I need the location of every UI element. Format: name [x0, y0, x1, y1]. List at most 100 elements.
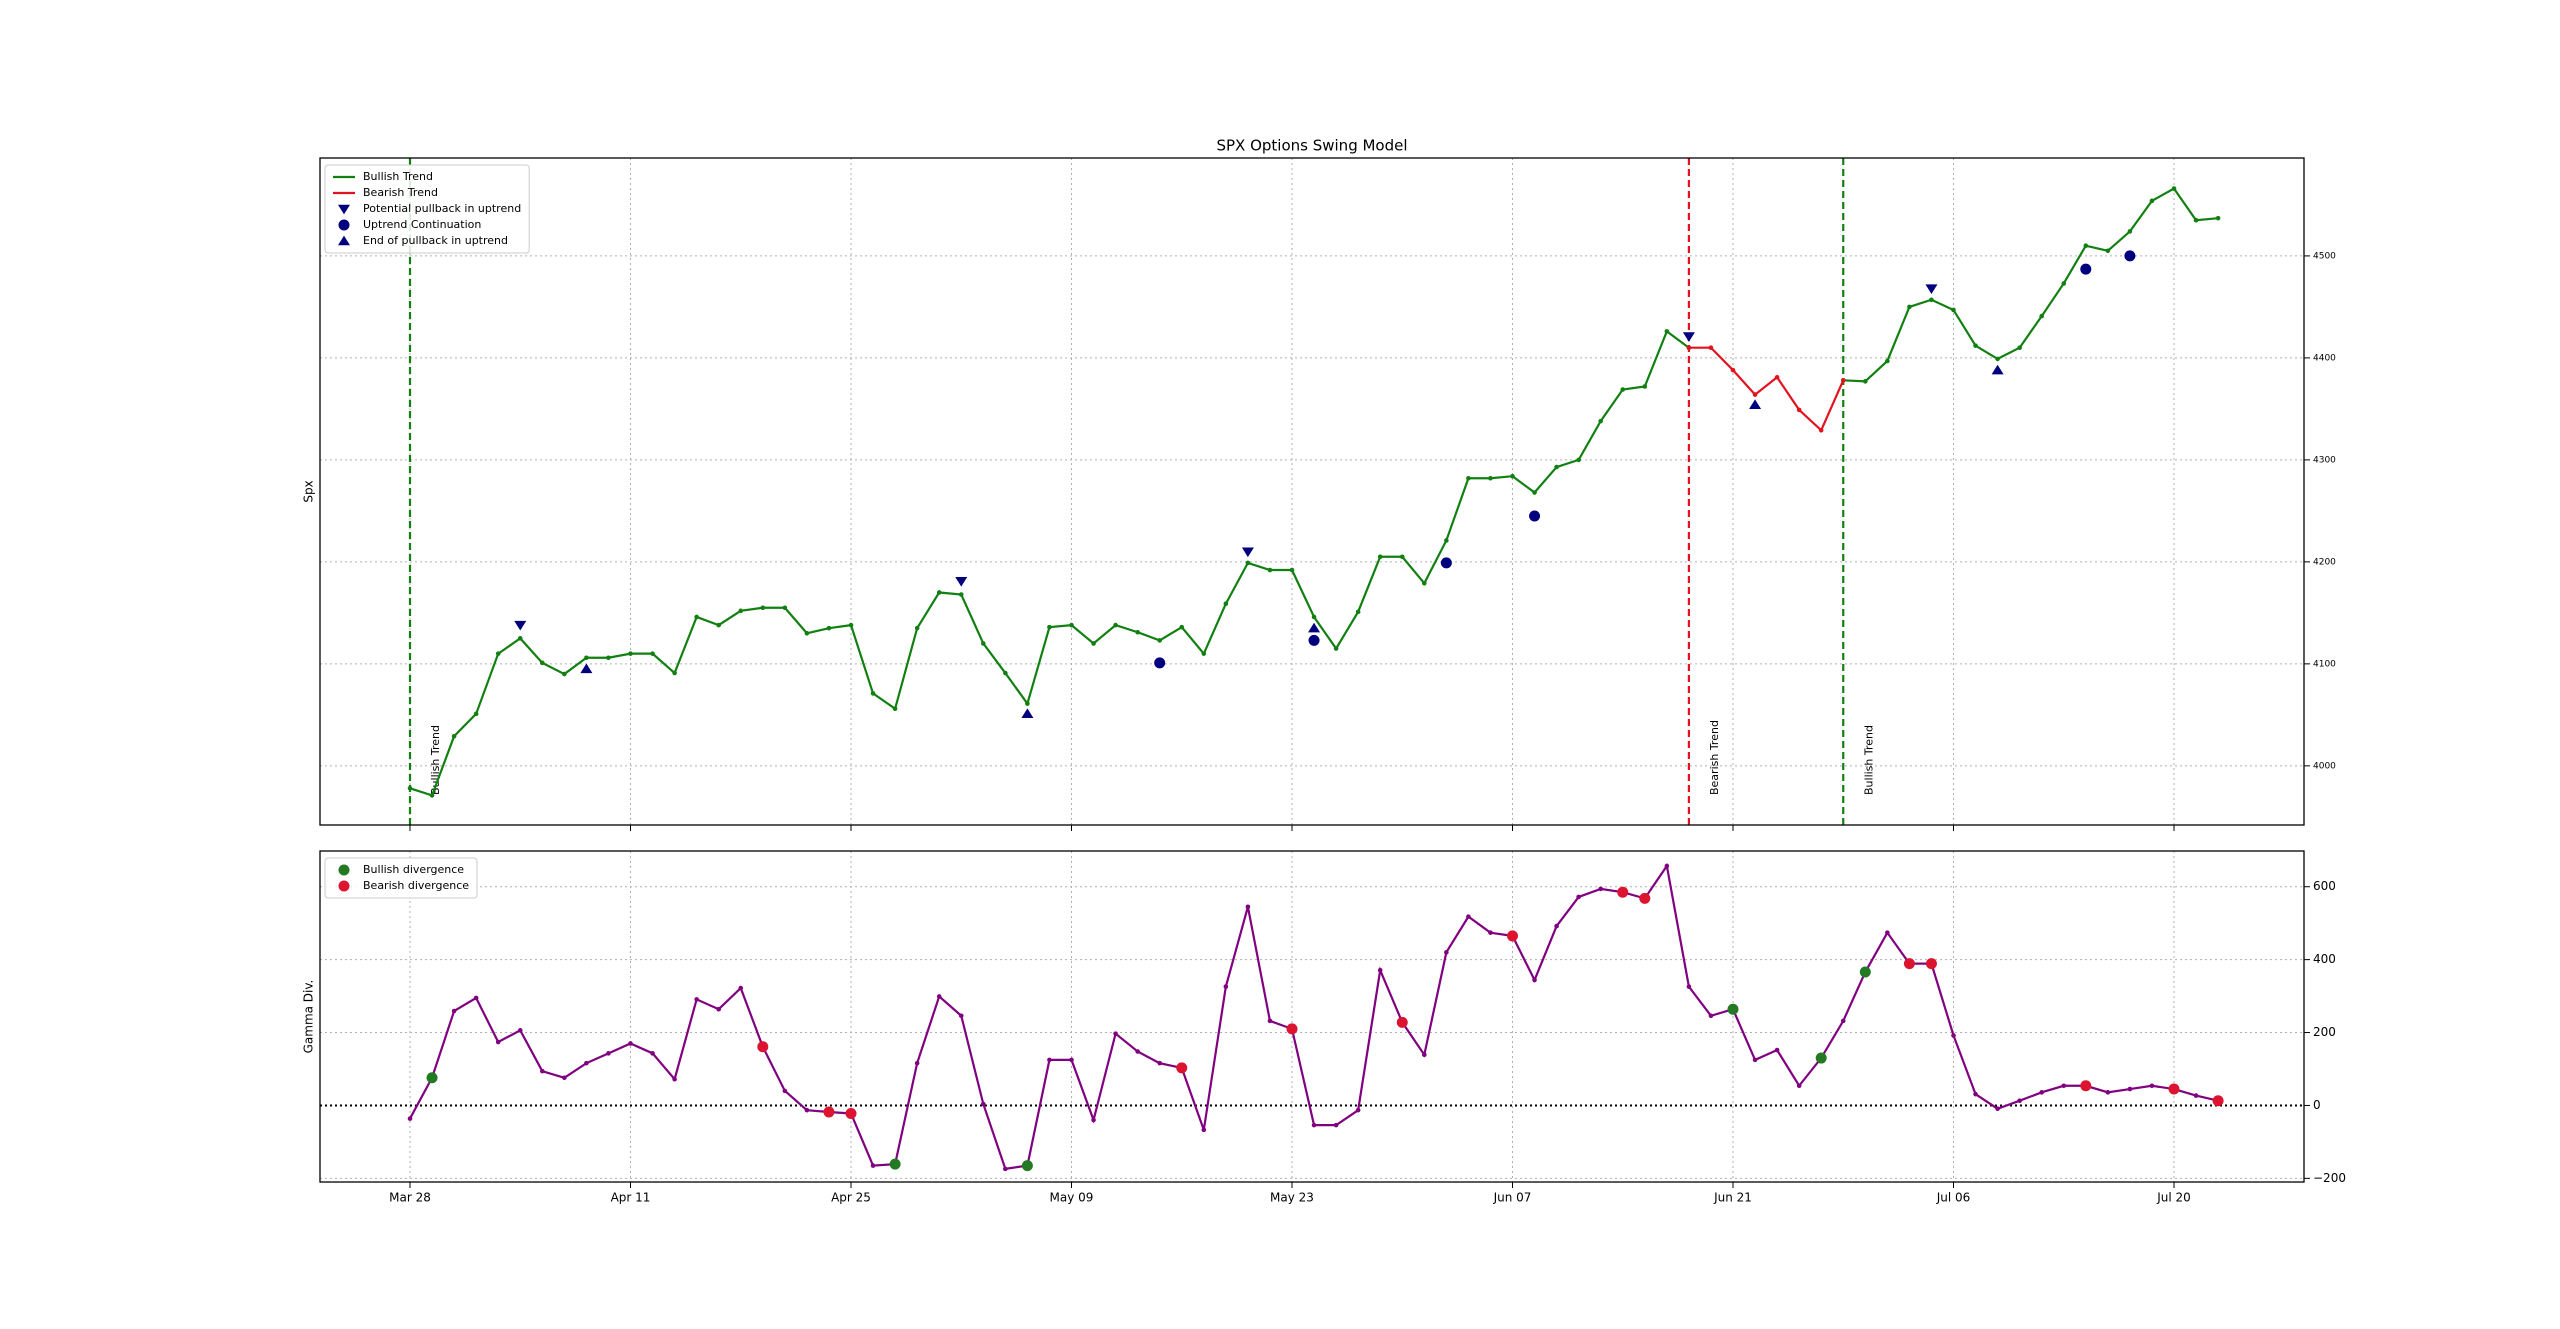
line-point [1664, 863, 1670, 869]
line-point [892, 706, 898, 712]
line-point [782, 1088, 788, 1094]
signal-marker [845, 1107, 857, 1119]
line-point [716, 622, 721, 628]
line-point [584, 655, 589, 661]
line-point [628, 1041, 633, 1046]
signal-marker [757, 1041, 769, 1053]
line-point [1686, 345, 1692, 350]
legend-label: Bearish divergence [363, 879, 469, 892]
line-point [694, 614, 699, 620]
signal-marker [1154, 657, 1166, 669]
line-point [473, 995, 479, 1001]
line-point [1135, 1049, 1140, 1054]
line-point [1069, 622, 1074, 628]
line-point [2083, 243, 2089, 249]
line-point [1973, 1091, 1978, 1097]
line-point [870, 1163, 876, 1168]
line-point [1289, 567, 1295, 573]
y-tick-label: 4200 [2313, 557, 2336, 567]
line-point [1818, 428, 1824, 433]
line-point [936, 994, 942, 999]
line-point [1311, 614, 1317, 620]
legend-label: Bullish divergence [363, 863, 464, 876]
line-point [1113, 622, 1118, 628]
line-point [2061, 281, 2067, 286]
line-point [738, 608, 744, 614]
signal-marker [1440, 557, 1452, 569]
y-tick-label: 4300 [2313, 455, 2336, 465]
line-point [1576, 457, 1581, 463]
y-tick-label: −200 [2313, 1171, 2346, 1185]
line-point [738, 985, 744, 991]
line-point [1510, 473, 1515, 479]
line-point [584, 1060, 589, 1066]
line-point [760, 605, 766, 611]
x-tick-label: May 09 [1050, 1191, 1094, 1205]
line-point [2149, 198, 2155, 204]
x-tick-label: Jul 06 [1936, 1191, 1971, 1205]
line-point [1708, 345, 1714, 350]
line-point [672, 1076, 677, 1082]
line-point [1003, 1166, 1008, 1172]
signal-marker [580, 663, 593, 674]
x-tick-label: Jul 20 [2156, 1191, 2191, 1205]
line-point [1135, 629, 1140, 635]
signal-marker [1021, 708, 1034, 719]
signal-marker [2168, 1083, 2180, 1095]
y-tick-label: 4500 [2313, 251, 2336, 261]
legend-label: Uptrend Continuation [363, 218, 481, 231]
signal-marker [1925, 284, 1938, 294]
line-point [2017, 345, 2022, 350]
line-point [1488, 475, 1493, 481]
line-point [562, 671, 567, 677]
x-tick-label: Apr 11 [611, 1191, 651, 1205]
line-point [2017, 1098, 2022, 1104]
axes-background [320, 851, 2304, 1182]
line-point [517, 1028, 523, 1033]
line-point [1598, 418, 1603, 424]
x-tick-label: May 23 [1270, 1191, 1314, 1205]
legend-label: Potential pullback in uptrend [363, 202, 521, 215]
line-point [1444, 950, 1449, 955]
signal-marker [1617, 886, 1629, 898]
line-point [2193, 1093, 2199, 1098]
line-point [1157, 638, 1162, 643]
line-point [451, 733, 457, 739]
signal-marker [1749, 399, 1762, 410]
line-point [540, 1068, 545, 1074]
signal-marker [1639, 892, 1651, 904]
line-point [1267, 1018, 1273, 1024]
legend-box [324, 164, 530, 254]
signal-marker [2080, 1080, 2092, 1092]
line-point [958, 1013, 964, 1019]
axes-frame [319, 157, 2305, 826]
line-point [1554, 464, 1559, 470]
line-point [2127, 229, 2133, 234]
legend: Bullish divergence Bearish divergence [324, 857, 478, 899]
y-tick-label: 4400 [2313, 353, 2336, 363]
signal-marker [1991, 364, 2004, 375]
y-tick-label: 4100 [2313, 659, 2336, 669]
signal-marker [2124, 250, 2136, 262]
line-point [2039, 313, 2044, 319]
legend-swatch [338, 204, 350, 215]
signal-marker [426, 1072, 438, 1084]
signal-marker [1286, 1023, 1298, 1035]
signal-marker [955, 577, 968, 587]
x-tick-label: Mar 28 [389, 1191, 431, 1205]
line-point [1995, 1106, 2000, 1112]
line-point [1377, 967, 1383, 973]
signal-marker [823, 1106, 835, 1118]
line-point [517, 636, 523, 641]
signal-marker [1903, 958, 1915, 970]
line-point [1311, 1122, 1317, 1128]
line-point [1885, 930, 1890, 935]
signal-marker [1021, 1160, 1033, 1172]
line-point [936, 590, 942, 595]
line-point [1223, 984, 1229, 989]
axes-background [320, 158, 2304, 825]
line-point [1466, 914, 1471, 919]
line-point [1201, 651, 1207, 656]
y-tick-label: 0 [2313, 1098, 2321, 1112]
